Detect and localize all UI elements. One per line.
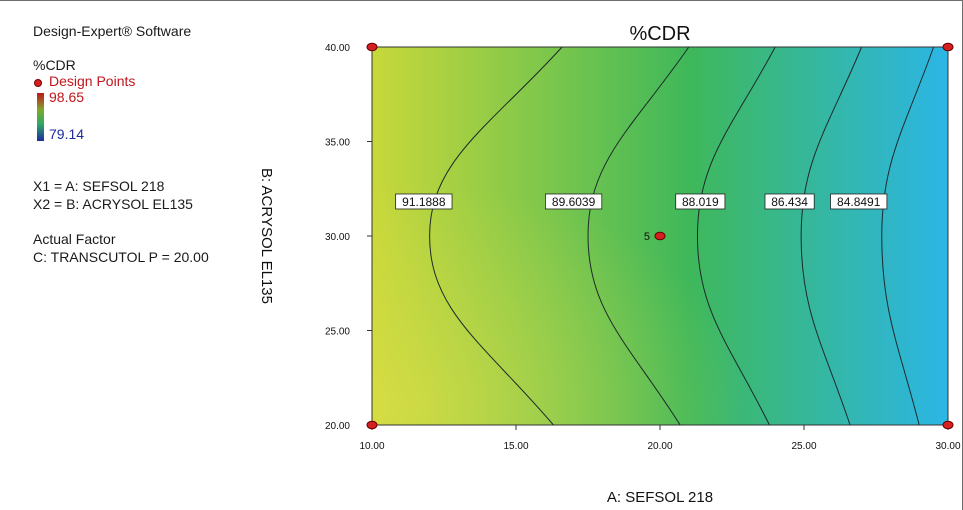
x-tick-label: 25.00 [791, 441, 816, 452]
contour-label: 89.6039 [552, 195, 596, 209]
color-scale-bar [37, 93, 44, 141]
design-point [942, 42, 954, 52]
y-tick-label: 35.00 [325, 138, 350, 149]
contour-label-box [545, 193, 603, 210]
contour-line [429, 46, 563, 426]
y-tick-label: 30.00 [325, 232, 350, 243]
design-points-label: Design Points [49, 73, 136, 89]
scale-high-value: 98.65 [49, 89, 85, 105]
scale-low-value: 79.14 [49, 126, 85, 142]
y-tick-label: 20.00 [325, 421, 350, 432]
response-name: %CDR [33, 57, 76, 73]
x-tick-label: 15.00 [503, 441, 528, 452]
contour-label: 84.8491 [837, 195, 881, 209]
contour-label: 86.434 [771, 195, 808, 209]
contour-line [800, 46, 863, 426]
contour-layer: 91.1888 89.6039 88.019 86.434 84.8491 [395, 46, 935, 426]
design-point [366, 42, 378, 52]
contour-label: 88.019 [682, 195, 719, 209]
design-point-label: 5 [644, 231, 650, 243]
x-tick-label: 20.00 [647, 441, 672, 452]
contour-label-box [764, 193, 815, 210]
design-point [654, 231, 666, 241]
contour-label: 91.1888 [402, 195, 446, 209]
x1-definition: X1 = A: SEFSOL 218 [33, 178, 165, 194]
contour-label-box [830, 193, 888, 210]
contour-line [881, 46, 935, 426]
x-tick-label: 10.00 [359, 441, 384, 452]
x-tick-label: 30.00 [935, 441, 960, 452]
software-label: Design-Expert® Software [33, 23, 192, 39]
actual-factor-label: Actual Factor [33, 231, 116, 247]
chart-title: %CDR [629, 23, 690, 45]
contour-label-box [675, 193, 726, 210]
contour-line [587, 46, 690, 426]
x-axis-label: A: SEFSOL 218 [607, 489, 713, 506]
actual-factor-value: C: TRANSCUTOL P = 20.00 [33, 249, 209, 265]
contour-label-box [395, 193, 453, 210]
design-point [366, 420, 378, 430]
x2-definition: X2 = B: ACRYSOL EL135 [33, 196, 193, 212]
design-point-layer: 5 [366, 42, 954, 430]
y-axis-label: B: ACRYSOL EL135 [258, 168, 275, 304]
y-tick-label: 40.00 [325, 43, 350, 54]
design-point-legend-icon [34, 79, 42, 87]
design-point [942, 420, 954, 430]
y-tick-label: 25.00 [325, 327, 350, 338]
contour-line [696, 46, 776, 426]
